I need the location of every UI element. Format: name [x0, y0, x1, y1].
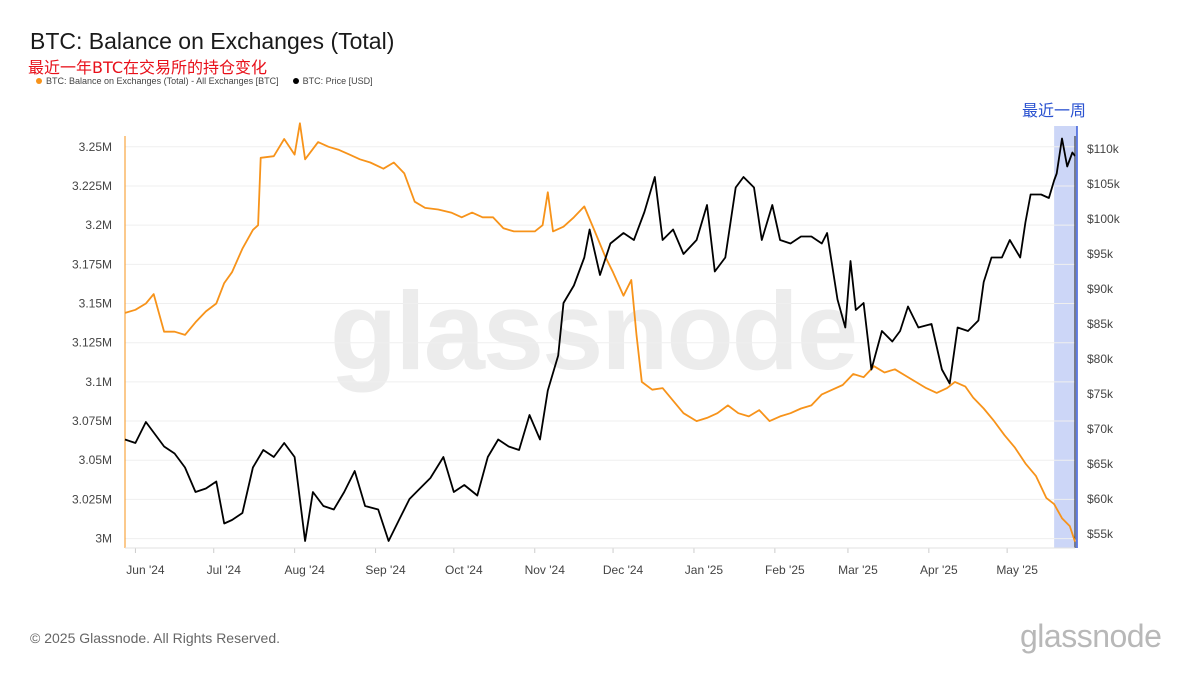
x-tick-label: Aug '24 [284, 563, 325, 577]
brand-logo: glassnode [1020, 618, 1162, 654]
x-tick-label: Sep '24 [365, 563, 406, 577]
legend-item-balance[interactable]: BTC: Balance on Exchanges (Total) - All … [36, 76, 279, 86]
chart-subtitle: 最近一年BTC在交易所的持仓变化 [28, 58, 267, 77]
y-left-tick-label: 3.25M [79, 140, 112, 154]
y-right-tick-label: $55k [1087, 527, 1114, 541]
y-right-tick-label: $75k [1087, 387, 1114, 401]
y-left-tick-label: 3.125M [72, 336, 112, 350]
x-tick-label: Jul '24 [207, 563, 242, 577]
legend-label-price: BTC: Price [USD] [302, 76, 373, 86]
x-tick-label: Feb '25 [765, 563, 805, 577]
x-tick-label: Mar '25 [838, 563, 878, 577]
y-right-tick-label: $80k [1087, 352, 1114, 366]
x-tick-label: Dec '24 [603, 563, 644, 577]
recent-week-highlight [1054, 126, 1077, 548]
chart-title: BTC: Balance on Exchanges (Total) [30, 28, 395, 54]
recent-week-label: 最近一周 [1022, 101, 1087, 120]
x-tick-label: Jun '24 [126, 563, 165, 577]
y-right-tick-label: $90k [1087, 282, 1114, 296]
y-left-tick-label: 3.2M [85, 218, 112, 232]
legend-item-price[interactable]: BTC: Price [USD] [292, 76, 373, 86]
y-left-tick-label: 3M [95, 532, 112, 546]
watermark: glassnode [330, 270, 858, 393]
x-tick-label: May '25 [996, 563, 1038, 577]
y-right-tick-label: $85k [1087, 317, 1114, 331]
y-left-tick-label: 3.225M [72, 179, 112, 193]
y-left-tick-label: 3.075M [72, 414, 112, 428]
legend: BTC: Balance on Exchanges (Total) - All … [36, 76, 373, 86]
y-right-tick-label: $100k [1087, 212, 1121, 226]
x-tick-label: Jan '25 [685, 563, 724, 577]
legend-label-balance: BTC: Balance on Exchanges (Total) - All … [46, 76, 279, 86]
y-right-tick-label: $95k [1087, 247, 1114, 261]
y-right-tick-label: $110k [1087, 142, 1120, 156]
legend-dot-black-icon [292, 78, 299, 84]
legend-dot-orange-icon [36, 78, 42, 84]
y-left-tick-label: 3.175M [72, 257, 112, 271]
y-left-tick-label: 3.1M [85, 375, 112, 389]
series-balance-line [124, 122, 1076, 542]
x-tick-label: Nov '24 [525, 563, 566, 577]
y-left-tick-label: 3.15M [79, 297, 112, 311]
y-left-tick-label: 3.05M [79, 453, 112, 467]
x-tick-label: Oct '24 [445, 563, 483, 577]
y-right-tick-label: $60k [1087, 492, 1114, 506]
copyright: © 2025 Glassnode. All Rights Reserved. [30, 630, 281, 646]
x-tick-label: Apr '25 [920, 563, 958, 577]
y-right-tick-label: $105k [1087, 177, 1121, 191]
y-left-tick-label: 3.025M [72, 492, 112, 506]
series-price-line [124, 137, 1076, 542]
y-right-tick-label: $70k [1087, 422, 1114, 436]
y-right-tick-label: $65k [1087, 457, 1114, 471]
